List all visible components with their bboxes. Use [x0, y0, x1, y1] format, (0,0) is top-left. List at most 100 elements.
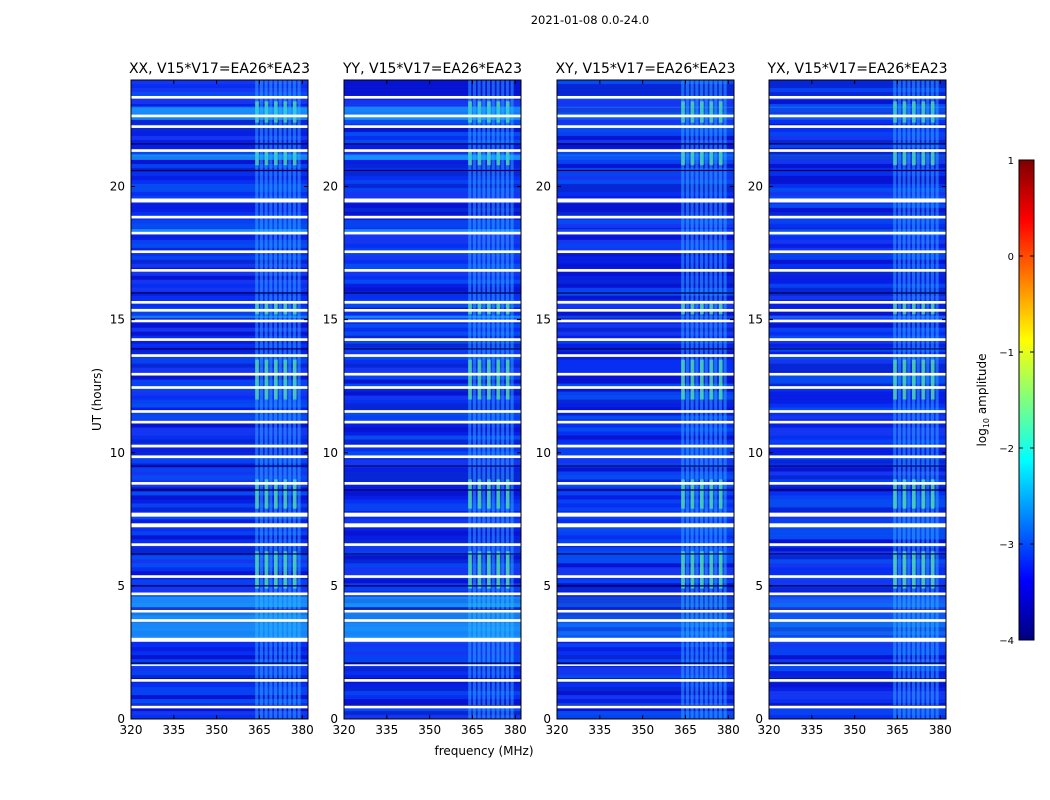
noise-row: [344, 579, 521, 584]
rfi-hot-block: [902, 551, 907, 589]
rfi-hot-block: [718, 303, 723, 315]
noise-row: [769, 479, 946, 484]
noise-row: [557, 611, 734, 616]
noise-row: [131, 375, 308, 380]
flagged-gap: [769, 95, 946, 99]
noise-row: [557, 427, 734, 432]
noise-row: [769, 315, 946, 320]
rfi-hot-block: [496, 359, 501, 400]
noise-row: [769, 351, 946, 356]
noise-row: [557, 667, 734, 672]
noise-row: [769, 439, 946, 444]
x-tick-label: 320: [758, 723, 781, 737]
rfi-hot-block: [505, 551, 510, 589]
noise-row: [769, 171, 946, 177]
flagged-gap: [344, 420, 521, 424]
flagged-gap: [131, 664, 308, 666]
noise-row: [769, 471, 946, 476]
noise-row: [344, 347, 521, 352]
flagged-gap: [344, 372, 521, 376]
flagged-gap: [557, 95, 734, 99]
noise-row: [344, 387, 521, 392]
noise-row: [769, 715, 946, 720]
noise-row: [769, 251, 946, 257]
noise-row: [344, 675, 521, 680]
noise-row: [769, 355, 946, 360]
noise-row: [769, 107, 946, 113]
flagged-gap: [557, 215, 734, 219]
rfi-hot-block: [255, 551, 259, 589]
rfi-hot-block: [487, 359, 491, 400]
flagged-gap: [557, 455, 734, 459]
rfi-hot-block: [681, 303, 685, 315]
flagged-gap: [131, 575, 308, 578]
noise-row: [131, 391, 308, 396]
noise-row: [344, 531, 521, 536]
noise-row: [769, 527, 946, 532]
noise-row: [131, 399, 308, 404]
rfi-channel-stripe: [491, 80, 495, 719]
noise-row: [557, 279, 734, 284]
noise-row: [344, 519, 521, 524]
rfi-hot-block: [709, 551, 714, 589]
rfi-hot-block: [477, 551, 482, 589]
noise-row: [344, 159, 521, 165]
noise-row: [557, 471, 734, 476]
noise-row: [557, 379, 734, 384]
noise-row: [344, 255, 521, 261]
noise-row: [131, 571, 308, 576]
noise-row: [344, 191, 521, 197]
flagged-gap: [557, 231, 734, 235]
noise-row: [769, 651, 946, 656]
noise-row: [131, 259, 308, 265]
bright-row: [769, 229, 946, 232]
axes-frame: [768, 79, 947, 720]
rfi-hot-block: [681, 359, 685, 400]
noise-row: [769, 531, 946, 536]
colorbar-tick-label: 0: [1008, 252, 1014, 263]
rfi-hot-block: [893, 303, 897, 315]
rfi-channel-stripe: [288, 80, 292, 719]
noise-row: [131, 671, 308, 676]
flagged-gap: [557, 125, 734, 128]
noise-row: [557, 187, 734, 193]
noise-row: [344, 323, 521, 328]
rfi-hot-block: [690, 359, 695, 400]
noise-row: [557, 175, 734, 181]
noise-row: [769, 80, 946, 85]
noise-row: [344, 515, 521, 520]
noise-row: [131, 103, 308, 109]
rfi-hot-block: [255, 359, 259, 400]
noise-row: [344, 667, 521, 672]
bright-row: [131, 229, 308, 232]
noise-row: [769, 367, 946, 372]
noise-row: [344, 643, 521, 648]
noise-row: [344, 131, 521, 137]
noise-row: [769, 515, 946, 520]
noise-row: [344, 451, 521, 456]
flagged-gap: [131, 269, 308, 272]
flagged-gap: [344, 125, 521, 128]
noise-row: [344, 87, 521, 93]
noise-row: [344, 671, 521, 676]
flagged-gap: [557, 482, 734, 485]
noise-row: [131, 715, 308, 720]
rfi-hot-block: [274, 551, 278, 589]
flagged-gap: [557, 512, 734, 517]
rfi-hot-block: [274, 479, 278, 509]
rfi-hot-block: [274, 359, 278, 400]
noise-row: [131, 407, 308, 412]
noise-row: [344, 367, 521, 372]
noise-row: [344, 391, 521, 396]
noise-row: [344, 195, 521, 201]
noise-row: [131, 479, 308, 484]
noise-row: [769, 219, 946, 225]
flagged-gap: [131, 250, 308, 254]
flagged-gap: [557, 308, 734, 312]
noise-row: [557, 479, 734, 484]
noise-row: [557, 327, 734, 332]
noise-row: [557, 115, 734, 121]
noise-row: [557, 211, 734, 217]
colorbar-tick-label: −4: [999, 636, 1014, 647]
noise-row: [557, 383, 734, 388]
